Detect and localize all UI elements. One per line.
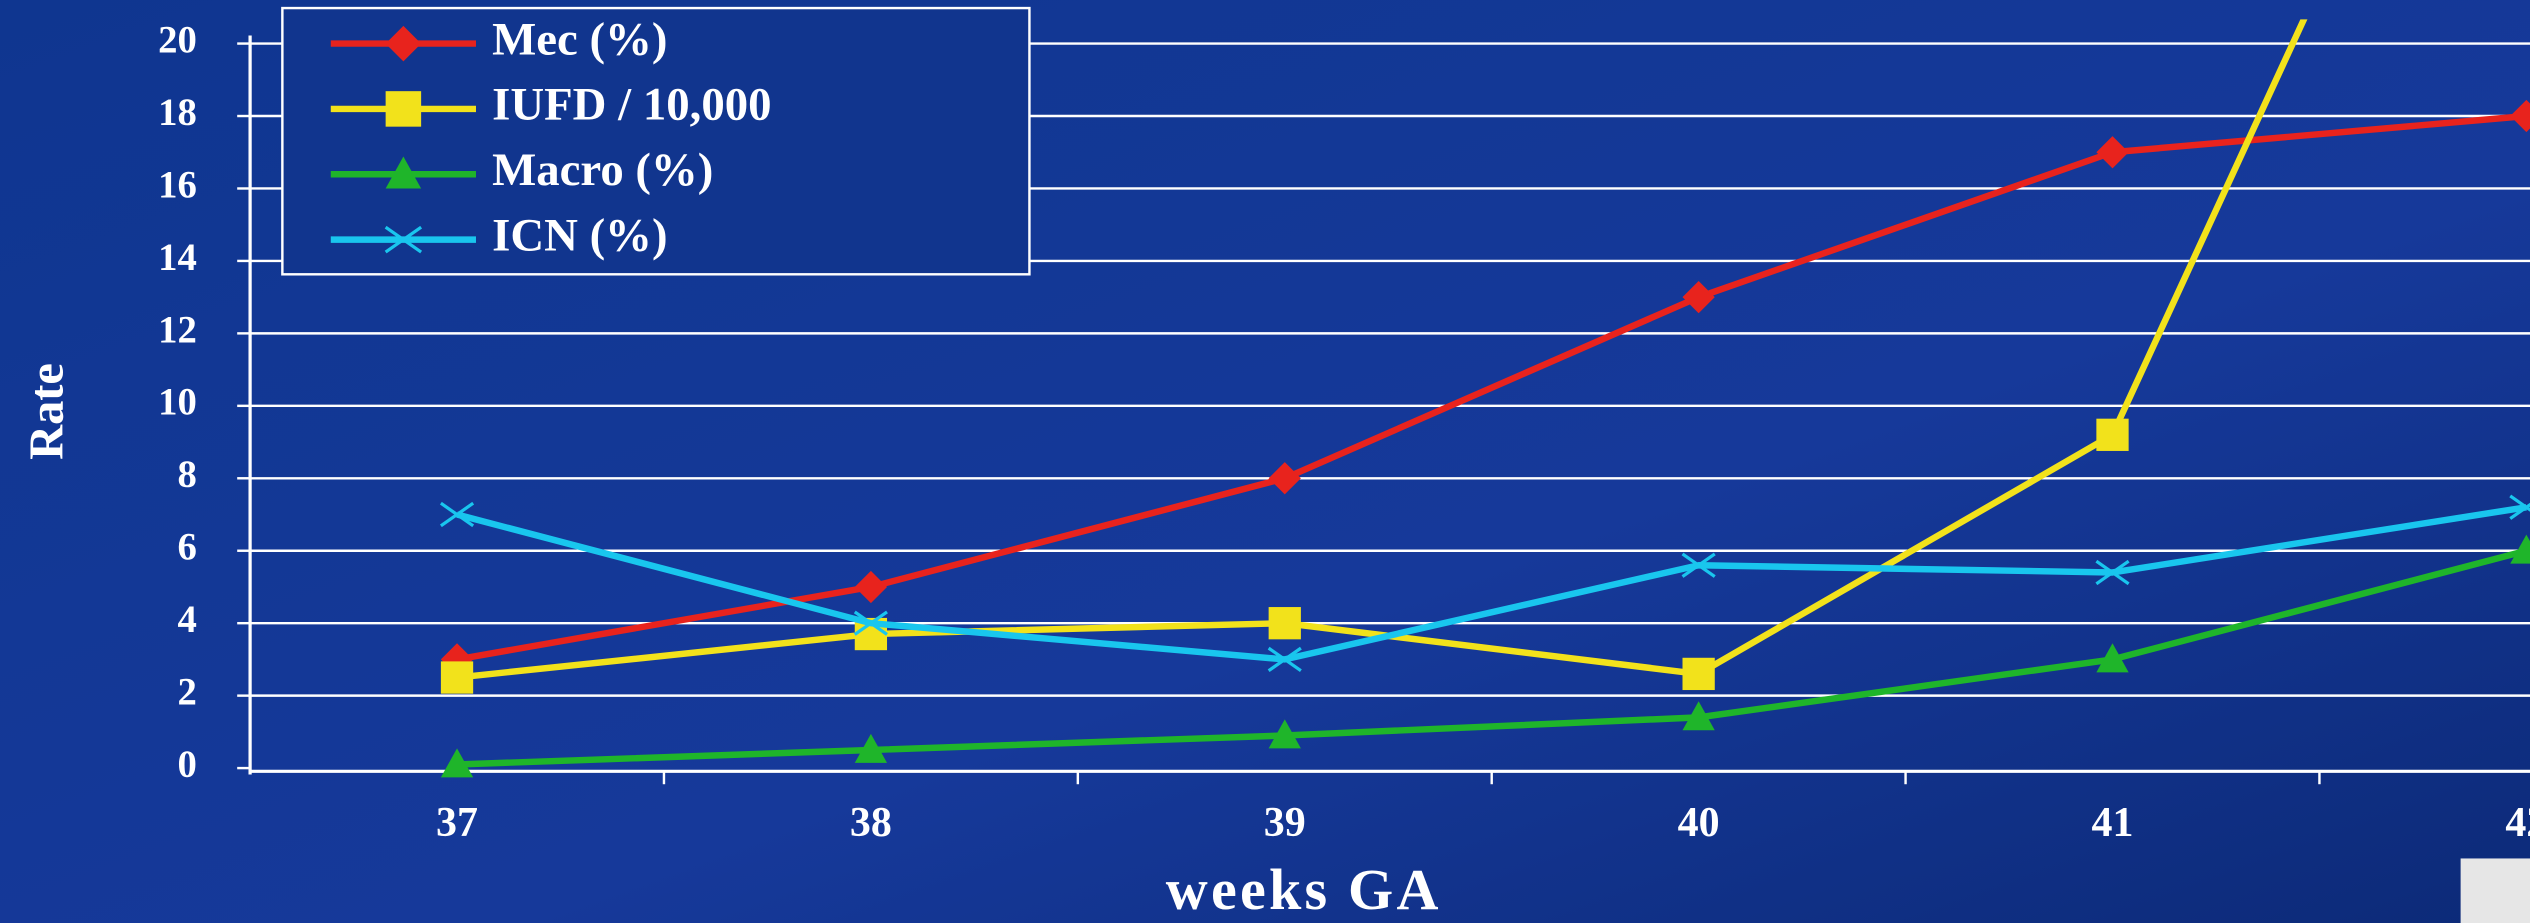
x-tick-label: 40 [1678, 800, 1720, 846]
x-tick-label: 41 [2092, 800, 2134, 846]
x-axis-title: weeks GA [1166, 857, 1442, 922]
marker [385, 91, 422, 127]
marker [1267, 646, 1302, 673]
y-tick-label: 6 [177, 526, 196, 569]
marker [1682, 281, 1715, 314]
y-tick-label: 20 [158, 18, 197, 61]
plot-area [439, 19, 2530, 778]
marker [440, 661, 474, 694]
marker [2510, 99, 2530, 133]
marker [1268, 462, 1301, 495]
y-tick-label: 4 [177, 598, 196, 641]
marker [385, 156, 422, 189]
marker [1681, 552, 1716, 578]
y-tick-label: 8 [177, 453, 196, 496]
y-axis-title: Rate [21, 363, 74, 460]
y-tick-label: 12 [158, 308, 197, 351]
marker [440, 748, 474, 778]
series-line [456, 504, 2527, 663]
marker [1268, 719, 1301, 749]
series-line [456, 547, 2528, 768]
x-tick-label: 42 [2505, 800, 2530, 846]
marker [2510, 534, 2530, 564]
marker [2095, 559, 2130, 586]
x-tick-label: 38 [850, 800, 892, 846]
y-tick-label: 16 [158, 163, 197, 206]
marker [2096, 136, 2129, 169]
y-tick-label: 14 [158, 236, 197, 279]
marker [2096, 643, 2129, 673]
corner-box [2460, 858, 2530, 923]
marker [1682, 657, 1715, 691]
marker [384, 225, 423, 254]
y-tick-label: 0 [177, 743, 196, 786]
legend: Mec (%) IUFD / 10,000 Macro (%) ICN (%) [330, 13, 772, 261]
marker [2509, 494, 2530, 520]
y-tick-label: 10 [158, 381, 197, 424]
legend-label: Mec (%) [492, 13, 667, 65]
marker [439, 501, 475, 528]
marker [385, 25, 422, 62]
series-line [456, 112, 2527, 663]
series-line [456, 19, 2308, 681]
marker [1268, 607, 1301, 640]
y-tick-label: 2 [177, 671, 196, 714]
x-tick-label: 37 [436, 800, 478, 846]
legend-label: Macro (%) [492, 144, 713, 196]
marker [854, 733, 888, 763]
x-tick-label: 39 [1264, 800, 1306, 846]
legend-label: IUFD / 10,000 [492, 79, 771, 131]
y-tick-label: 18 [158, 91, 197, 134]
marker [2096, 418, 2129, 451]
legend-label: ICN (%) [492, 209, 667, 261]
marker [1682, 701, 1715, 731]
marker [853, 610, 888, 636]
